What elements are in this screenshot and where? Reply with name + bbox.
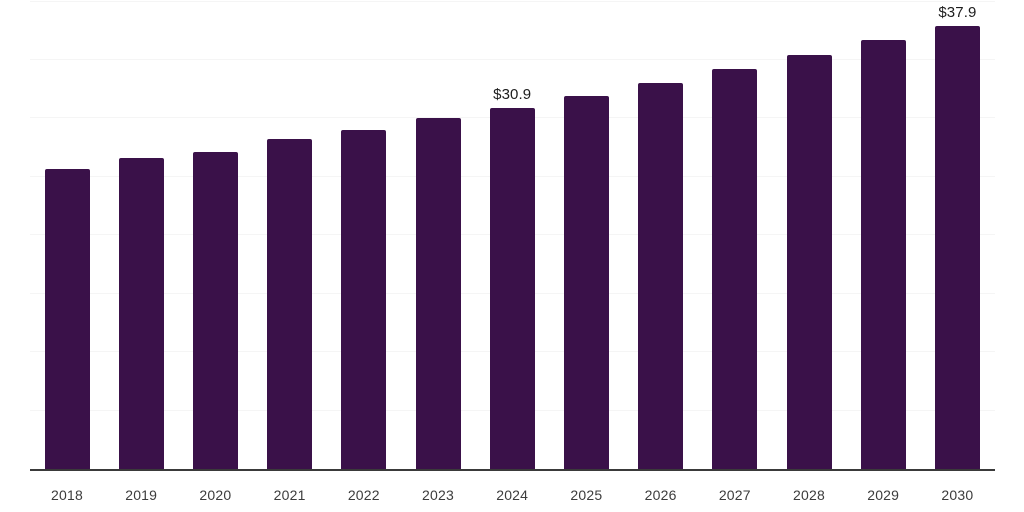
- x-axis-tick-2019: 2019: [125, 487, 158, 503]
- bar[interactable]: [267, 139, 313, 470]
- bar[interactable]: [118, 158, 164, 470]
- bar[interactable]: [860, 39, 906, 470]
- bar-group: $37.9: [934, 0, 980, 471]
- x-axis-tick-2020: 2020: [199, 487, 232, 503]
- bar-group: [118, 0, 164, 471]
- bar-group: [44, 0, 90, 471]
- x-axis-tick-2022: 2022: [347, 487, 380, 503]
- x-axis-tick-2030: 2030: [941, 487, 974, 503]
- bar-value-label: $37.9: [938, 3, 977, 21]
- x-axis-tick-2024: 2024: [496, 487, 529, 503]
- bar[interactable]: [638, 83, 684, 470]
- bar-group: [860, 0, 906, 471]
- bar-group: [192, 0, 238, 471]
- bar-group: [712, 0, 758, 471]
- x-axis-tick-2018: 2018: [51, 487, 83, 503]
- bar[interactable]: [415, 118, 461, 470]
- bar-group: [415, 0, 461, 471]
- gridline: [30, 59, 995, 60]
- bar[interactable]: [341, 130, 387, 470]
- bar[interactable]: [712, 69, 758, 470]
- bar[interactable]: [44, 168, 90, 470]
- bar-group: [786, 0, 832, 471]
- x-axis-tick-2023: 2023: [422, 487, 454, 503]
- bar-value-label: $30.9: [493, 85, 532, 103]
- bar[interactable]: [786, 55, 832, 470]
- bar[interactable]: [934, 25, 980, 470]
- x-axis-tick-2028: 2028: [793, 487, 825, 503]
- bar[interactable]: [192, 152, 238, 470]
- x-axis-tick-labels: 2018 2019 2020 2021 2022 2023 2024 2025 2026 2027…: [0, 471, 1024, 512]
- bars-layer: $30.9 $37.9: [44, 0, 980, 471]
- bar-group: [563, 0, 609, 471]
- bar-group: [267, 0, 313, 471]
- x-axis-tick-2026: 2026: [644, 487, 677, 503]
- bar-group: [341, 0, 387, 471]
- gridline: [30, 1, 995, 2]
- bar[interactable]: [489, 107, 535, 470]
- x-axis-tick-2027: 2027: [718, 487, 751, 503]
- bar-group: $30.9: [489, 0, 535, 471]
- x-axis-line: [30, 469, 995, 471]
- x-axis-tick-2029: 2029: [867, 487, 900, 503]
- x-axis-tick-2021: 2021: [273, 487, 306, 503]
- bar-group: [638, 0, 684, 471]
- x-axis-tick-2025: 2025: [570, 487, 603, 503]
- bar[interactable]: [563, 96, 609, 470]
